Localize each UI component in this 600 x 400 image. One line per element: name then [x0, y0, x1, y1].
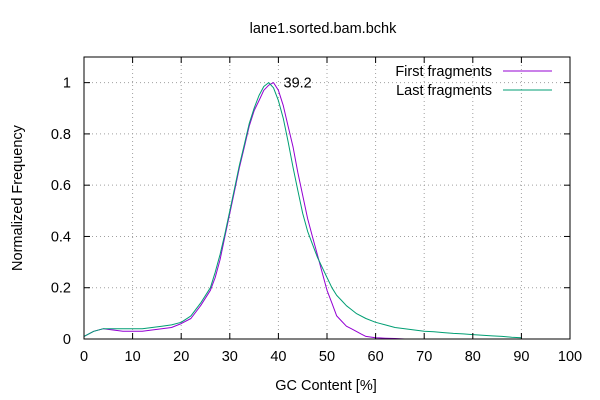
- x-tick-label: 90: [513, 349, 529, 365]
- series-layer: [83, 82, 522, 340]
- legend-label-first-fragments: First fragments: [395, 64, 492, 80]
- series-line-first-fragments: [83, 82, 405, 340]
- x-tick-label: 80: [465, 349, 481, 365]
- chart-title: lane1.sorted.bam.bchk: [250, 21, 397, 37]
- x-tick-label: 50: [319, 349, 335, 365]
- legend-label-last-fragments: Last fragments: [396, 83, 492, 99]
- series-line-last-fragments: [83, 82, 522, 339]
- x-tick-label: 20: [173, 349, 189, 365]
- y-tick-label: 0.8: [51, 127, 71, 143]
- grid: [84, 57, 570, 339]
- x-tick-label: 100: [558, 349, 582, 365]
- x-tick-label: 30: [222, 349, 238, 365]
- y-tick-label: 0.6: [51, 178, 71, 194]
- x-tick-label: 40: [270, 349, 286, 365]
- x-tick-label: 70: [416, 349, 432, 365]
- plot-frame: [83, 56, 571, 340]
- y-tick-label: 0.2: [51, 281, 71, 297]
- y-tick-label: 1: [63, 76, 71, 92]
- y-tick-label: 0: [63, 332, 71, 348]
- legend: First fragments Last fragments: [395, 64, 552, 99]
- peak-annotation: 39.2: [284, 76, 312, 92]
- y-tick-label: 0.4: [51, 229, 71, 245]
- x-tick-label: 10: [125, 349, 141, 365]
- x-tick-label: 0: [80, 349, 88, 365]
- x-tick-label: 60: [368, 349, 384, 365]
- y-axis-label: Normalized Frequency: [10, 124, 26, 271]
- x-axis-label: GC Content [%]: [275, 378, 377, 394]
- axis-ticks: 0 10 20 30 40 50 60 70 80 90 100 0 0.2 0.4 0.6 0.8 1: [51, 57, 582, 365]
